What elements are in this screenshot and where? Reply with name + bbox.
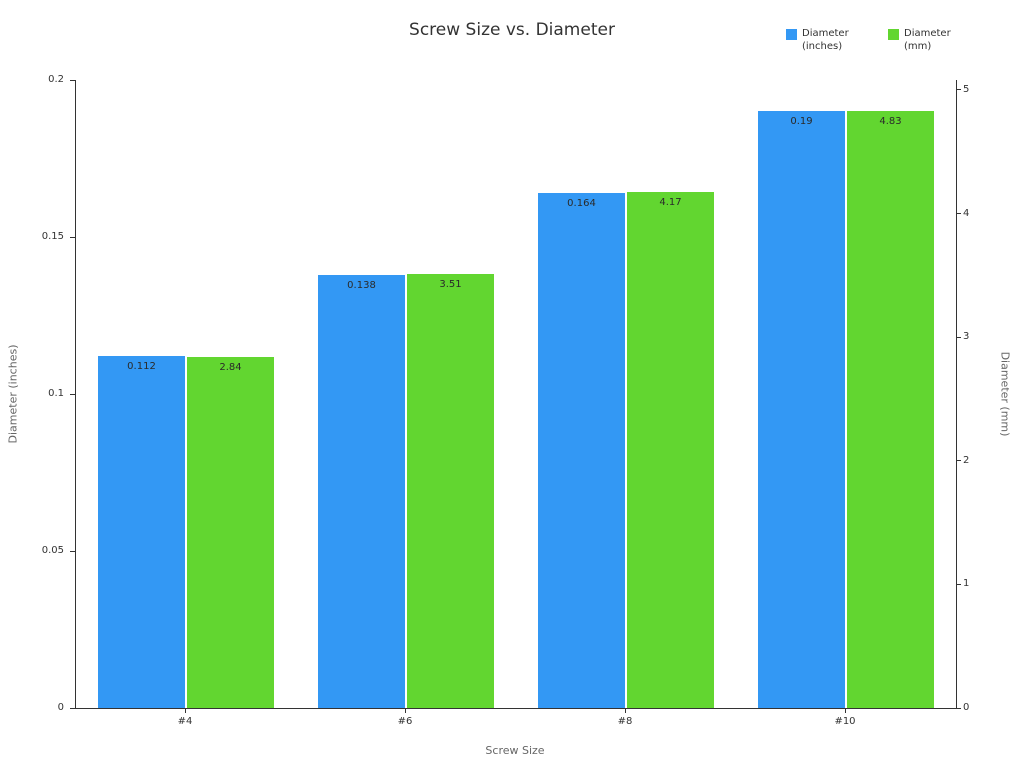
right-axis-tick (956, 213, 961, 214)
bar-value-label: 3.51 (439, 279, 462, 290)
bar-diameter-inches: 0.164 (538, 193, 625, 708)
legend-swatch-inches-icon (786, 29, 797, 40)
bar-value-label: 4.83 (879, 116, 902, 127)
left-axis-tick (70, 79, 75, 81)
bar-value-label: 0.164 (567, 198, 596, 209)
right-axis-tick (956, 583, 961, 585)
right-axis-tick-label: 2 (963, 454, 970, 466)
left-axis-tick-label: 0 (57, 702, 64, 713)
x-axis-tick (184, 709, 186, 713)
bar-value-label: 0.138 (347, 280, 376, 291)
right-axis-tick (956, 336, 961, 338)
bar-diameter-mm: 2.84 (187, 357, 274, 708)
left-axis-tick-label: 0.15 (41, 231, 64, 242)
bar-value-label: 0.112 (127, 361, 156, 372)
legend: Diameter (inches) Diameter (mm) (786, 27, 962, 53)
bar-value-label: 4.17 (659, 197, 682, 208)
x-axis-tick-label: #6 (397, 716, 413, 727)
left-axis-tick-label: 0.05 (41, 545, 64, 556)
bar-diameter-inches: 0.19 (758, 111, 845, 708)
right-axis-tick-label: 5 (963, 83, 970, 95)
plot-area: 0.112 2.84 0.138 3.51 0.164 4.17 0.19 4.83 (75, 80, 957, 709)
bar-value-label: 2.84 (219, 362, 242, 373)
left-axis-tick-label: 0.2 (48, 74, 64, 85)
left-axis-tick (70, 550, 75, 552)
x-axis-tick-label: #4 (177, 716, 193, 727)
left-axis-tick-label: 0.1 (48, 388, 64, 399)
legend-swatch-mm-icon (888, 29, 899, 40)
x-axis-tick-label: #8 (617, 716, 633, 727)
legend-item-mm: Diameter (mm) (888, 27, 962, 53)
left-axis-tick (70, 707, 75, 709)
x-axis-tick (404, 709, 406, 713)
x-axis-tick (624, 709, 626, 713)
x-axis-label: Screw Size (485, 744, 545, 757)
right-axis-tick-label: 0 (963, 702, 970, 713)
right-axis-tick (956, 460, 961, 462)
x-axis-tick (844, 709, 846, 713)
bar-diameter-mm: 3.51 (407, 274, 494, 708)
legend-item-inches: Diameter (inches) (786, 27, 860, 53)
bar-diameter-inches: 0.112 (98, 356, 185, 708)
right-axis-tick (956, 707, 961, 709)
left-axis-tick (70, 393, 75, 395)
right-axis-tick (956, 89, 961, 91)
bar-diameter-mm: 4.83 (847, 111, 934, 708)
right-axis-tick-label: 3 (963, 331, 970, 343)
x-axis-tick-label: #10 (834, 716, 856, 727)
bar-value-label: 0.19 (790, 116, 813, 127)
right-axis-tick-label: 4 (963, 207, 970, 219)
chart-title: Screw Size vs. Diameter (409, 20, 615, 40)
bar-diameter-inches: 0.138 (318, 275, 405, 708)
legend-label-inches: Diameter (inches) (802, 28, 849, 52)
legend-label-mm: Diameter (mm) (904, 28, 951, 52)
left-axis-tick (70, 236, 75, 238)
right-axis-tick-label: 1 (963, 578, 970, 590)
right-y-axis-label: Diameter (mm) (998, 351, 1012, 437)
bar-diameter-mm: 4.17 (627, 192, 714, 708)
